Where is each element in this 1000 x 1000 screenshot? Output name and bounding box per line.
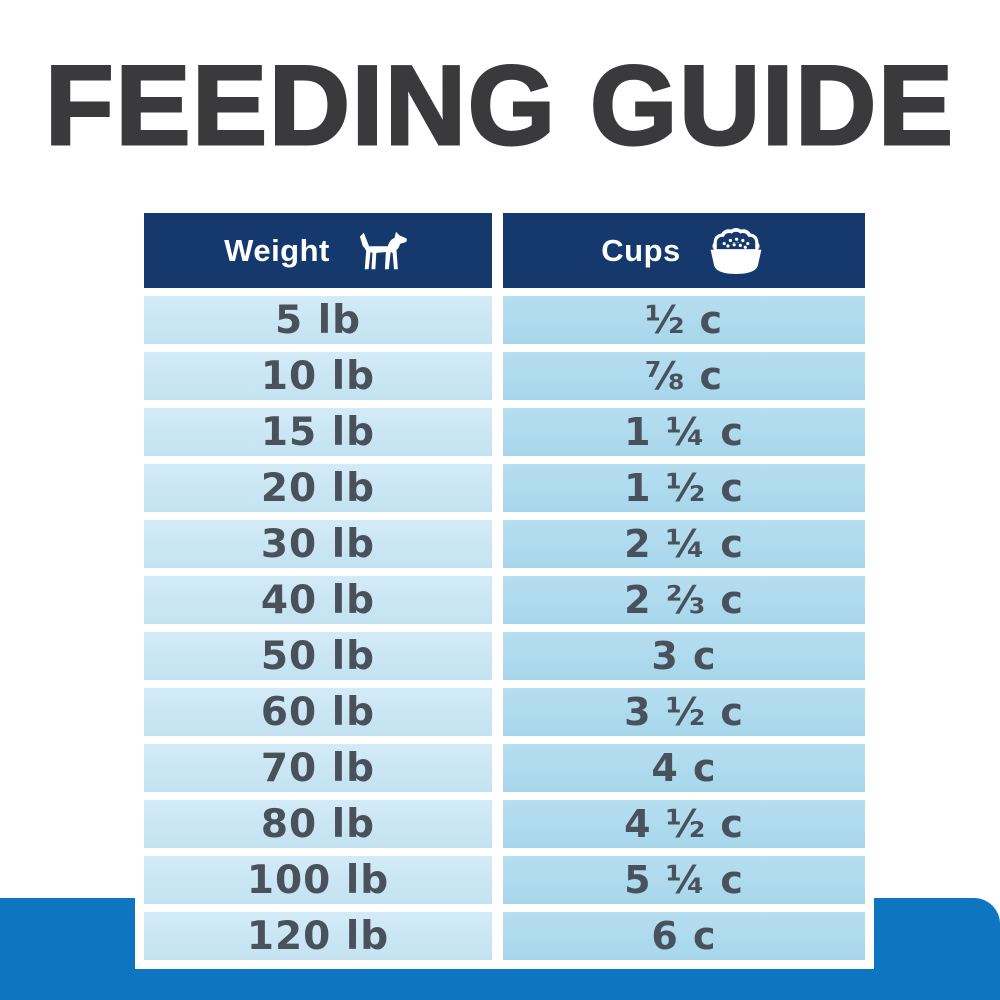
cups-cell: ½ c bbox=[503, 296, 865, 344]
table-row: 120 lb 6 c bbox=[144, 912, 865, 960]
weight-cell: 40 lb bbox=[144, 576, 492, 624]
weight-cell: 120 lb bbox=[144, 912, 492, 960]
cups-cell: 6 c bbox=[503, 912, 865, 960]
weight-cell: 20 lb bbox=[144, 464, 492, 512]
table-row: 80 lb 4 ½ c bbox=[144, 800, 865, 848]
table-row: 70 lb 4 c bbox=[144, 744, 865, 792]
page-title: FEEDING GUIDE bbox=[44, 43, 955, 168]
weight-cell: 80 lb bbox=[144, 800, 492, 848]
table-header-row: Weight Cups bbox=[144, 213, 865, 288]
weight-cell: 15 lb bbox=[144, 408, 492, 456]
table-row: 10 lb ⅞ c bbox=[144, 352, 865, 400]
cups-cell: 4 c bbox=[503, 744, 865, 792]
table-row: 15 lb 1 ¼ c bbox=[144, 408, 865, 456]
table-row: 60 lb 3 ½ c bbox=[144, 688, 865, 736]
dog-icon bbox=[359, 231, 407, 269]
table-row: 40 lb 2 ⅔ c bbox=[144, 576, 865, 624]
table-row: 50 lb 3 c bbox=[144, 632, 865, 680]
weight-cell: 10 lb bbox=[144, 352, 492, 400]
cups-cell: 1 ½ c bbox=[503, 464, 865, 512]
weight-cell: 5 lb bbox=[144, 296, 492, 344]
cups-cell: 3 ½ c bbox=[503, 688, 865, 736]
table-row: 100 lb 5 ¼ c bbox=[144, 856, 865, 904]
cups-cell: 5 ¼ c bbox=[503, 856, 865, 904]
table-body: 5 lb ½ c 10 lb ⅞ c 15 lb 1 ¼ c 20 lb 1 ½ c 30 lb… bbox=[144, 296, 865, 960]
cups-cell: 1 ¼ c bbox=[503, 408, 865, 456]
weight-cell: 50 lb bbox=[144, 632, 492, 680]
cups-cell: ⅞ c bbox=[503, 352, 865, 400]
weight-cell: 70 lb bbox=[144, 744, 492, 792]
cups-cell: 4 ½ c bbox=[503, 800, 865, 848]
weight-column-header: Weight bbox=[144, 213, 492, 288]
weight-header-label: Weight bbox=[224, 232, 330, 268]
table-row: 30 lb 2 ¼ c bbox=[144, 520, 865, 568]
dog-bowl-icon bbox=[710, 227, 762, 274]
weight-cell: 30 lb bbox=[144, 520, 492, 568]
cups-cell: 2 ⅔ c bbox=[503, 576, 865, 624]
cups-cell: 3 c bbox=[503, 632, 865, 680]
table-row: 20 lb 1 ½ c bbox=[144, 464, 865, 512]
cups-header-label: Cups bbox=[601, 232, 681, 268]
weight-cell: 60 lb bbox=[144, 688, 492, 736]
cups-cell: 2 ¼ c bbox=[503, 520, 865, 568]
weight-cell: 100 lb bbox=[144, 856, 492, 904]
feeding-guide-table: Weight Cups bbox=[135, 204, 874, 969]
cups-column-header: Cups bbox=[503, 213, 865, 288]
table-row: 5 lb ½ c bbox=[144, 296, 865, 344]
